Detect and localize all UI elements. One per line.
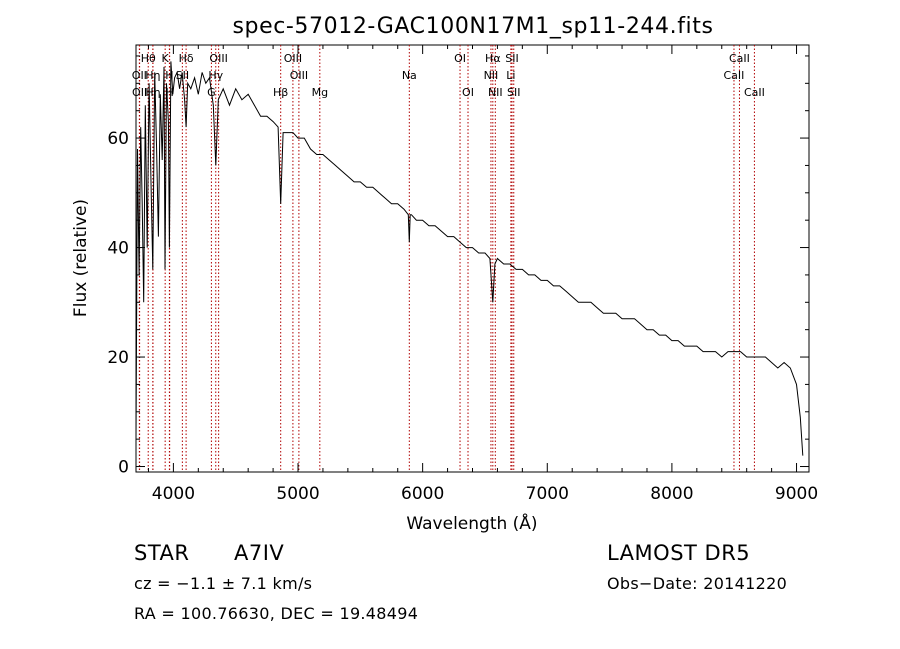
x-tick-label: 7000 (526, 484, 569, 504)
line-label-25: SII (507, 86, 520, 99)
line-label-24: Li (506, 69, 515, 82)
line-label-5: K (162, 52, 170, 65)
line-label-3: Hη (145, 69, 160, 82)
line-label-28: CaII (744, 86, 765, 99)
x-tick-label: 5000 (276, 484, 319, 504)
line-label-17: Na (402, 69, 417, 82)
y-tick-label: 60 (107, 129, 129, 149)
line-label-23: SII (505, 52, 518, 65)
line-label-26: CaII (729, 52, 750, 65)
line-label-22: NII (488, 86, 503, 99)
spectrum-line (135, 61, 804, 456)
ra-dec-coords: RA = 100.76630, DEC = 19.48494 (134, 604, 419, 623)
x-tick-label: 6000 (401, 484, 444, 504)
object-class-label: STAR (134, 541, 190, 565)
x-tick-label: 9000 (775, 484, 818, 504)
line-label-19: OI (462, 86, 474, 99)
line-label-15: Hβ (273, 86, 288, 99)
line-label-6: H (165, 69, 173, 82)
line-label-13: OIII (284, 52, 302, 65)
line-label-4: Hη (145, 86, 160, 99)
x-tick-label: 4000 (152, 484, 195, 504)
line-label-14: OIII (290, 69, 308, 82)
x-tick-label: 8000 (650, 484, 693, 504)
axis-tick-labels: 4000 5000 6000 7000 8000 9000 0 20 40 60 (107, 129, 818, 504)
y-tick-label: 20 (107, 348, 129, 368)
chart-title: spec-57012-GAC100N17M1_sp11-244.fits (232, 14, 713, 39)
spectral-line-markers (138, 45, 755, 472)
plot-frame (135, 44, 810, 473)
redshift-cz: cz = −1.1 ± 7.1 km/s (134, 574, 313, 593)
line-label-0: Hθ (141, 52, 156, 65)
y-axis-label: Flux (relative) (71, 199, 91, 317)
y-tick-label: 0 (118, 458, 129, 478)
line-label-16: Mg (312, 86, 328, 99)
line-label-1: OII (132, 69, 147, 82)
line-label-20: Hα (485, 52, 501, 65)
object-subclass: A7IV (234, 541, 285, 565)
line-label-2: OII (132, 86, 147, 99)
line-label-7: H (166, 86, 174, 99)
line-label-8: Hδ (179, 52, 194, 65)
line-label-18: OI (454, 52, 466, 65)
axis-ticks (136, 45, 809, 472)
survey-label: LAMOST DR5 (607, 541, 751, 565)
line-label-27: CaII (724, 69, 745, 82)
line-label-11: Hγ (208, 69, 223, 82)
x-axis-label: Wavelength (Å) (406, 512, 537, 534)
y-tick-label: 40 (107, 239, 129, 259)
line-label-21: NII (484, 69, 499, 82)
obs-date: Obs−Date: 20141220 (607, 574, 788, 593)
line-label-10: OIII (209, 52, 227, 65)
